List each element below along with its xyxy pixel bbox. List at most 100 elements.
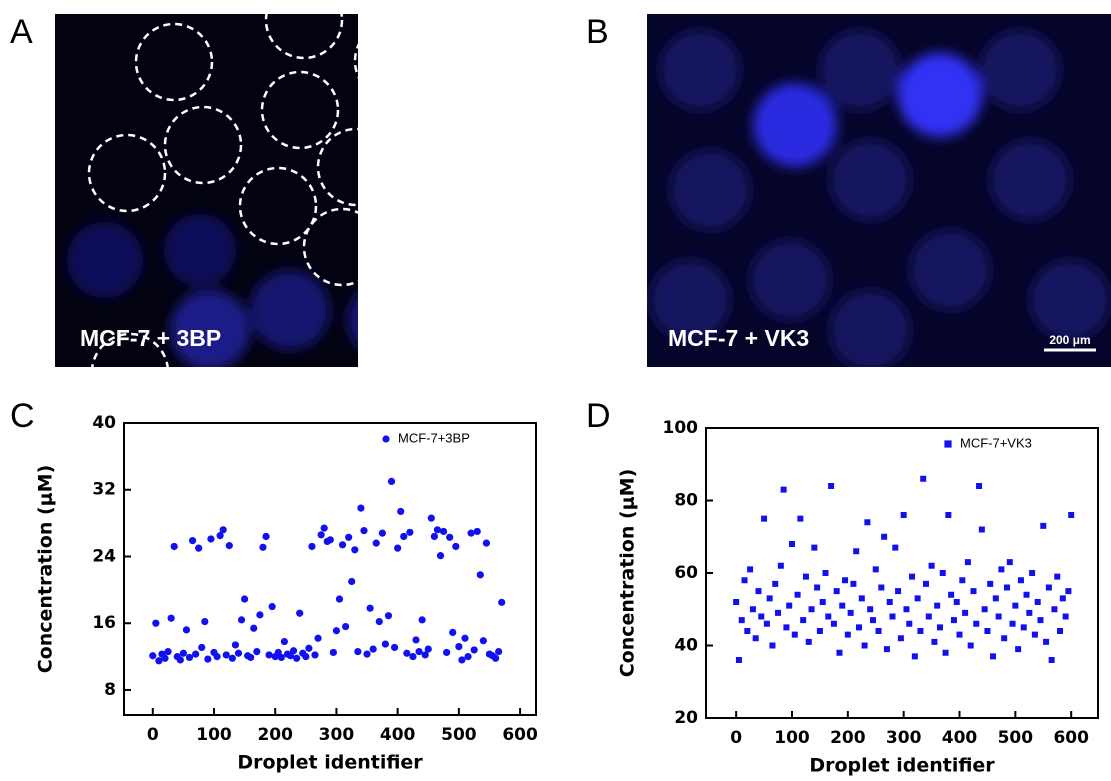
data-point [458, 656, 466, 664]
panel-label: C [10, 397, 35, 435]
data-point [895, 588, 902, 595]
y-tick-label: 24 [92, 546, 116, 566]
legend-marker [382, 435, 390, 443]
data-point [995, 613, 1002, 620]
data-point [207, 535, 215, 543]
data-point [152, 619, 160, 627]
data-point [788, 541, 795, 547]
data-point [1020, 624, 1027, 631]
x-tick-label: 0 [147, 725, 159, 745]
data-point [733, 599, 740, 605]
data-point [400, 532, 408, 541]
data-point [783, 624, 790, 631]
data-point [247, 653, 255, 662]
data-point [738, 617, 745, 624]
data-point [164, 647, 172, 656]
data-point [192, 650, 200, 658]
data-point [735, 657, 742, 663]
data-point [794, 591, 801, 598]
data-point [758, 613, 765, 620]
panel-label: B [586, 13, 609, 51]
data-point [964, 559, 971, 566]
data-point [869, 617, 876, 624]
data-point [853, 548, 860, 555]
y-axis-title: Concentration (μM) [35, 465, 57, 674]
data-point [467, 529, 475, 537]
data-point [176, 656, 184, 664]
data-point [892, 544, 899, 551]
x-tick-label: 600 [502, 725, 538, 745]
data-point [345, 533, 353, 541]
data-point [482, 539, 491, 547]
data-point [984, 628, 991, 634]
data-point [967, 642, 974, 649]
data-point [998, 566, 1005, 573]
data-point [897, 635, 904, 642]
data-point [828, 483, 835, 489]
data-point [886, 599, 893, 605]
data-point [231, 641, 240, 649]
data-point [262, 532, 270, 541]
data-point [990, 653, 997, 660]
data-point [188, 537, 197, 545]
data-point [427, 514, 435, 522]
data-point [430, 532, 438, 541]
data-point [357, 504, 365, 512]
data-point [161, 654, 169, 662]
data-point [816, 628, 823, 634]
y-tick-label: 100 [663, 418, 699, 438]
data-point [934, 602, 941, 609]
data-point [917, 628, 924, 634]
data-point [338, 541, 347, 549]
data-point [234, 649, 243, 657]
y-tick-label: 32 [92, 480, 116, 500]
data-point [381, 640, 390, 648]
data-point [360, 527, 368, 535]
data-point [204, 655, 212, 663]
data-point [320, 524, 328, 532]
data-point [830, 620, 837, 627]
data-point [1029, 570, 1036, 576]
data-point [808, 606, 815, 613]
data-point [867, 606, 874, 613]
x-tick-label: 200 [257, 725, 293, 745]
y-tick-label: 20 [674, 708, 698, 728]
data-point [1015, 646, 1022, 653]
data-point [858, 595, 865, 602]
data-point [847, 609, 854, 616]
data-point [378, 529, 386, 537]
data-point [348, 577, 356, 586]
data-point [992, 595, 999, 602]
data-point [155, 657, 163, 665]
data-point [925, 613, 932, 620]
data-point [1037, 617, 1044, 624]
data-point [850, 580, 857, 587]
y-tick-label: 8 [104, 680, 116, 700]
data-point [476, 571, 484, 579]
data-point [1062, 613, 1069, 620]
data-point [446, 533, 454, 541]
data-point [761, 515, 768, 522]
data-point [302, 653, 310, 661]
data-point [987, 580, 994, 587]
data-point [1017, 577, 1024, 584]
data-point [1009, 620, 1016, 627]
data-point [752, 635, 759, 642]
data-point [182, 626, 191, 634]
data-point [878, 584, 885, 591]
data-point [923, 580, 930, 587]
data-point [875, 628, 882, 634]
data-point [228, 654, 236, 662]
data-point [811, 544, 818, 551]
data-point [473, 527, 481, 536]
data-point [1012, 602, 1019, 609]
data-point [198, 643, 206, 652]
y-axis-title: Concentration (μM) [617, 469, 639, 678]
data-point [814, 584, 821, 591]
data-point [836, 649, 843, 656]
data-point [311, 651, 319, 659]
data-point [1057, 628, 1064, 634]
x-tick-label: 300 [319, 725, 355, 745]
y-tick-label: 80 [674, 491, 698, 511]
